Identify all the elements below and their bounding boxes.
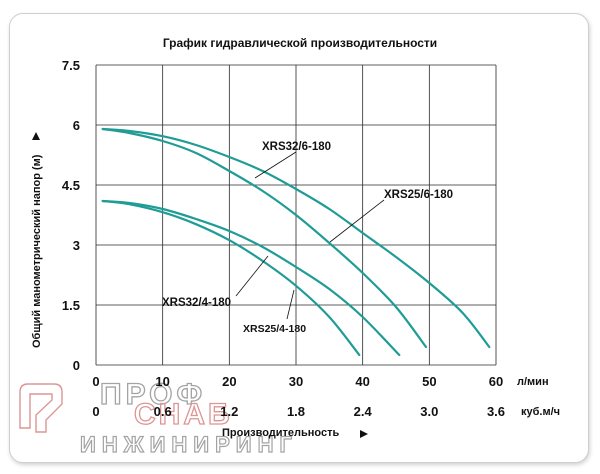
x-axis-title: Производительность — [222, 427, 339, 439]
x-tick-0: 0 — [92, 374, 99, 389]
x-tick-3: 30 — [289, 374, 303, 389]
chart-title: График гидравлической производительности — [163, 36, 437, 50]
chart-frame — [9, 13, 589, 463]
x-tick-labels: 0 10 20 30 40 50 60 — [92, 374, 503, 389]
y-axis-arrow-icon — [32, 132, 40, 140]
grid-lines — [95, 64, 497, 366]
curve-xrs32-6-180 — [101, 127, 491, 349]
y-tick-labels: 0 1.5 3 4.5 6 7.5 — [62, 58, 80, 373]
series-label-xrs32-6: XRS32/6-180 — [262, 141, 331, 153]
performance-curves — [101, 127, 491, 357]
x2-unit-label: куб.м/ч — [521, 406, 560, 418]
y-tick-5: 7.5 — [62, 58, 80, 73]
x2-tick-0: 0 — [92, 404, 99, 419]
x-tick-5: 50 — [422, 374, 436, 389]
watermark-line3: ИНЖИНИРИНГ — [80, 432, 298, 457]
curve-xrs32-4-180 — [101, 199, 401, 357]
x-axis-arrow-icon — [360, 430, 368, 438]
leader-xrs32-6 — [254, 151, 297, 179]
series-label-xrs25-6: XRS25/6-180 — [384, 189, 453, 201]
series-label-xrs32-4: XRS32/4-180 — [162, 297, 231, 309]
x2-tick-6: 3.6 — [487, 404, 505, 419]
curve-xrs25-6-180 — [101, 127, 428, 349]
x-unit-label: л/мин — [517, 376, 549, 388]
x-tick-1: 10 — [155, 374, 169, 389]
x2-tick-5: 3.0 — [420, 404, 438, 419]
series-labels: XRS32/6-180 XRS25/6-180 XRS32/4-180 XRS2… — [162, 141, 453, 335]
leader-xrs25-6 — [329, 199, 385, 243]
x-tick-4: 40 — [355, 374, 369, 389]
x2-tick-3: 1.8 — [287, 404, 305, 419]
watermark-line1: ПРОФ — [100, 378, 206, 411]
y-tick-3: 4.5 — [62, 178, 80, 193]
leader-xrs25-4 — [286, 289, 295, 320]
watermark-logo-icon — [19, 383, 63, 433]
x-tick-6: 60 — [489, 374, 503, 389]
y-axis-title: Общий манометрический напор (м) — [31, 154, 43, 348]
y-tick-0: 0 — [73, 358, 80, 373]
x2-tick-1: 0.6 — [154, 404, 172, 419]
y-tick-2: 3 — [73, 238, 80, 253]
series-label-xrs25-4: XRS25/4-180 — [243, 323, 306, 335]
watermark-logo: ПРОФ СНАБ ИНЖИНИРИНГ — [19, 377, 298, 458]
x-tick-2: 20 — [222, 374, 236, 389]
leader-xrs32-4 — [235, 255, 269, 297]
curve-xrs25-4-180 — [101, 199, 361, 357]
y-tick-1: 1.5 — [62, 298, 80, 313]
watermark-line2: СНАБ — [134, 398, 233, 431]
x2-tick-labels: 0 0.6 1.2 1.8 2.4 3.0 3.6 — [92, 404, 505, 419]
y-tick-4: 6 — [73, 118, 80, 133]
x2-tick-2: 1.2 — [220, 404, 238, 419]
x2-tick-4: 2.4 — [354, 404, 373, 419]
